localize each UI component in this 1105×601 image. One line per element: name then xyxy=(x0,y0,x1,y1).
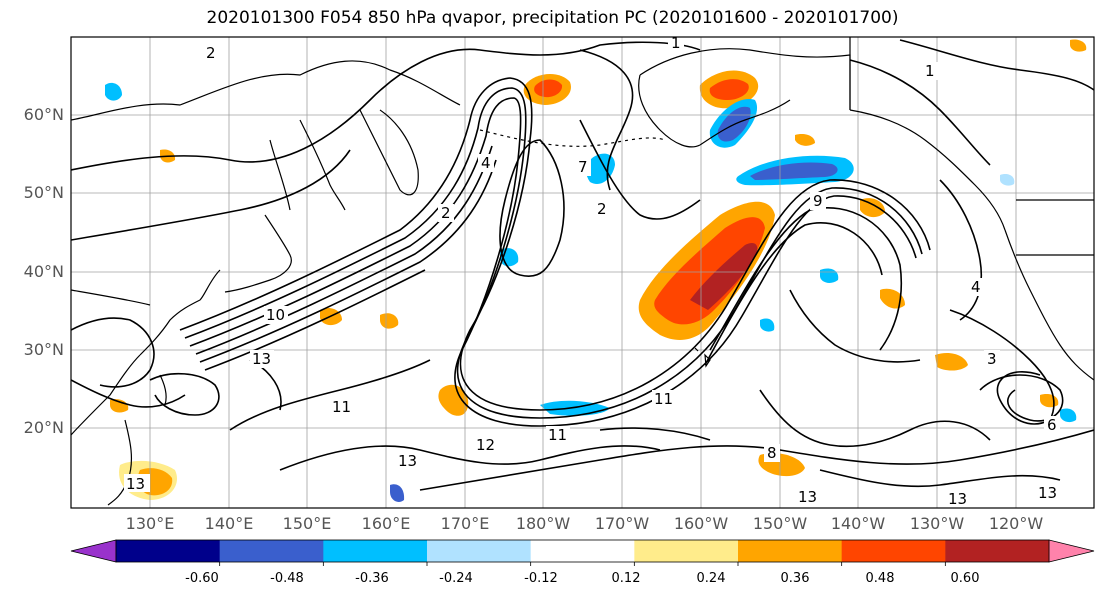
contour-label: 2 xyxy=(597,200,607,218)
colorbar-tick-label: 0.36 xyxy=(780,571,810,586)
contour-label: 13 xyxy=(798,488,817,506)
colorbar-swatch xyxy=(427,540,532,562)
map-background xyxy=(71,37,1094,508)
colorbar-tick-label: 0.48 xyxy=(865,571,895,586)
colorbar-swatch xyxy=(323,540,428,562)
colorbar-swatch xyxy=(738,540,843,562)
contour-label: 7 xyxy=(578,158,588,176)
colorbar-swatch xyxy=(530,540,635,562)
lon-label: 150°W xyxy=(752,514,808,533)
lon-label: 120°W xyxy=(988,514,1044,533)
lon-label: 150°E xyxy=(282,514,332,533)
contour-label: 3 xyxy=(987,350,997,368)
contour-label: 12 xyxy=(476,436,495,454)
lon-label: 160°W xyxy=(673,514,729,533)
colorbar-tick-label: -0.36 xyxy=(355,571,389,586)
contour-label: 2 xyxy=(441,204,451,222)
colorbar-tick-label: -0.12 xyxy=(524,571,558,586)
contour-label: 6 xyxy=(1047,416,1057,434)
map-frame xyxy=(70,36,1095,509)
colorbar xyxy=(70,539,1095,566)
colorbar-tick-label: 0.60 xyxy=(950,571,980,586)
colorbar-tick-label: 0.12 xyxy=(611,571,641,586)
lat-label: 30°N xyxy=(23,340,64,359)
lon-label: 160°E xyxy=(361,514,411,533)
lon-label: 130°E xyxy=(125,514,175,533)
gridlines xyxy=(71,37,1094,508)
lon-label: 140°W xyxy=(830,514,886,533)
lon-label: 140°E xyxy=(204,514,254,533)
contour-label: 4 xyxy=(971,278,981,296)
contour-label: 13 xyxy=(1038,484,1057,502)
contour-label: 11 xyxy=(654,390,673,408)
colorbar-swatch xyxy=(219,540,324,562)
contour-label: 2 xyxy=(206,44,216,62)
contour-label: 13 xyxy=(948,490,967,508)
colorbar-tick-label: 0.24 xyxy=(696,571,726,586)
coastlines xyxy=(71,37,1094,506)
colorbar-swatch xyxy=(116,540,221,562)
contour-label: 1 xyxy=(671,34,681,52)
map-title: 2020101300 F054 850 hPa qvapor, precipit… xyxy=(206,8,899,28)
lat-label: 40°N xyxy=(23,262,64,281)
lon-label: 170°W xyxy=(594,514,650,533)
contour-label: 9 xyxy=(813,192,823,210)
lon-label: 130°W xyxy=(909,514,965,533)
colorbar-swatch xyxy=(634,540,739,562)
contour-labels: 2 1 1 9 7 2 4 2 10 13 11 12 11 xyxy=(124,34,1062,508)
contour-label: 1 xyxy=(925,62,935,80)
lat-label: 50°N xyxy=(23,183,64,202)
contour-label: 13 xyxy=(126,475,145,493)
colorbar-tick-label: -0.60 xyxy=(185,571,219,586)
qvapor-contours xyxy=(71,39,1094,491)
contour-label: 11 xyxy=(332,398,351,416)
lat-label: 60°N xyxy=(23,105,64,124)
contour-label: 13 xyxy=(252,350,271,368)
colorbar-tick-label: -0.24 xyxy=(439,571,473,586)
colorbar-swatch xyxy=(841,540,946,562)
lon-label: 180°W xyxy=(515,514,571,533)
colorbar-swatch xyxy=(945,540,1050,562)
contour-label: 10 xyxy=(266,306,285,324)
contour-label: 4 xyxy=(481,154,491,172)
lat-label: 20°N xyxy=(23,418,64,437)
colorbar-tick-label: -0.48 xyxy=(270,571,304,586)
precip-positive-shading xyxy=(110,39,1087,500)
contour-label: 8 xyxy=(767,444,777,462)
contour-label: 11 xyxy=(548,426,567,444)
contour-label: 13 xyxy=(398,452,417,470)
lon-label: 170°E xyxy=(440,514,490,533)
